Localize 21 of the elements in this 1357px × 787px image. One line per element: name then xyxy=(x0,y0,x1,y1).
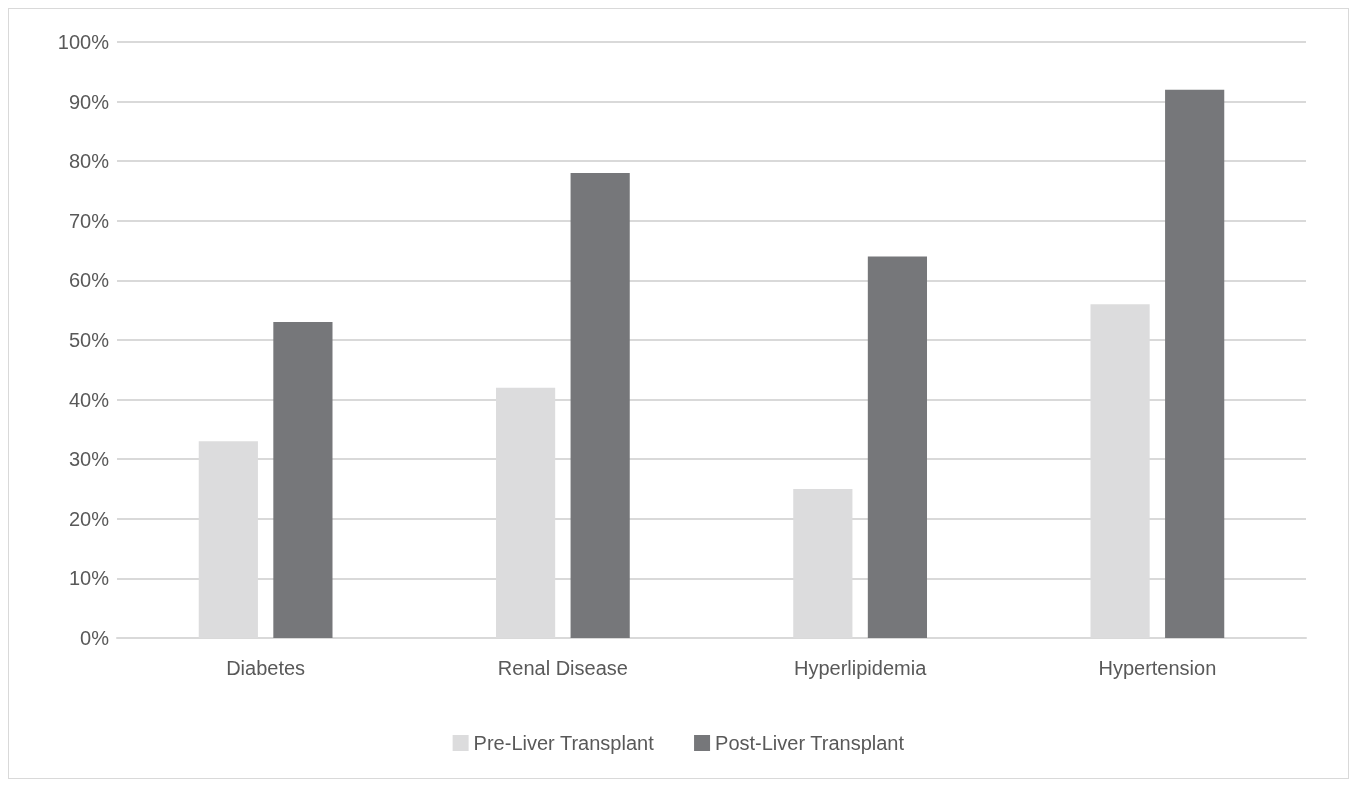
x-tick-label: Hyperlipidemia xyxy=(793,657,928,679)
bar xyxy=(1165,89,1225,638)
legend-label: Pre-Liver Transplant xyxy=(473,732,655,754)
y-tick-label: 50% xyxy=(68,329,110,351)
y-tick-label: 70% xyxy=(68,209,110,232)
y-tick-label: 80% xyxy=(68,150,110,173)
y-tick-label: 30% xyxy=(68,448,110,471)
y-tick-label: 60% xyxy=(68,269,110,292)
y-tick-label: 90% xyxy=(68,90,110,113)
y-tick-label: 20% xyxy=(68,507,110,530)
legend-label: Post-Liver Transplant xyxy=(715,732,905,754)
x-tick-label: Renal Disease xyxy=(497,657,628,679)
bar xyxy=(867,256,928,638)
y-tick-label: 40% xyxy=(68,388,110,411)
bar xyxy=(273,322,333,638)
y-tick-label: 100% xyxy=(57,31,110,53)
x-tick-label: Diabetes xyxy=(226,657,306,679)
y-tick-label: 10% xyxy=(68,567,110,590)
y-tick-label: 0% xyxy=(80,627,110,649)
x-tick-label: Hypertension xyxy=(1098,657,1217,679)
bar xyxy=(570,173,630,638)
